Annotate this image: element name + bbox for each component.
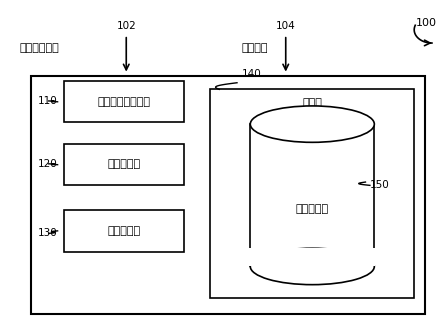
Bar <box>64 81 184 122</box>
Text: 运输路线信息: 运输路线信息 <box>20 43 60 53</box>
Text: 存储器: 存储器 <box>303 98 322 108</box>
Bar <box>249 248 375 266</box>
Text: 路线处理器: 路线处理器 <box>108 160 140 169</box>
Text: 104: 104 <box>276 22 295 31</box>
Bar <box>31 76 425 314</box>
Ellipse shape <box>250 248 374 285</box>
Text: 100: 100 <box>416 18 436 28</box>
Text: 数据储存库: 数据储存库 <box>296 204 329 213</box>
Text: 120: 120 <box>38 159 58 169</box>
Text: 150: 150 <box>370 180 390 190</box>
Text: 里程处理器: 里程处理器 <box>108 226 140 236</box>
Bar <box>250 124 374 266</box>
Text: 110: 110 <box>38 96 58 106</box>
Ellipse shape <box>250 106 374 142</box>
Text: 130: 130 <box>38 228 58 238</box>
Bar <box>210 89 414 298</box>
Text: 操作数据: 操作数据 <box>241 43 268 53</box>
Bar <box>64 210 184 252</box>
Text: 102: 102 <box>117 22 136 31</box>
Bar <box>64 144 184 185</box>
Text: 140: 140 <box>241 70 261 79</box>
Text: 远程信息处理设备: 远程信息处理设备 <box>97 97 151 107</box>
